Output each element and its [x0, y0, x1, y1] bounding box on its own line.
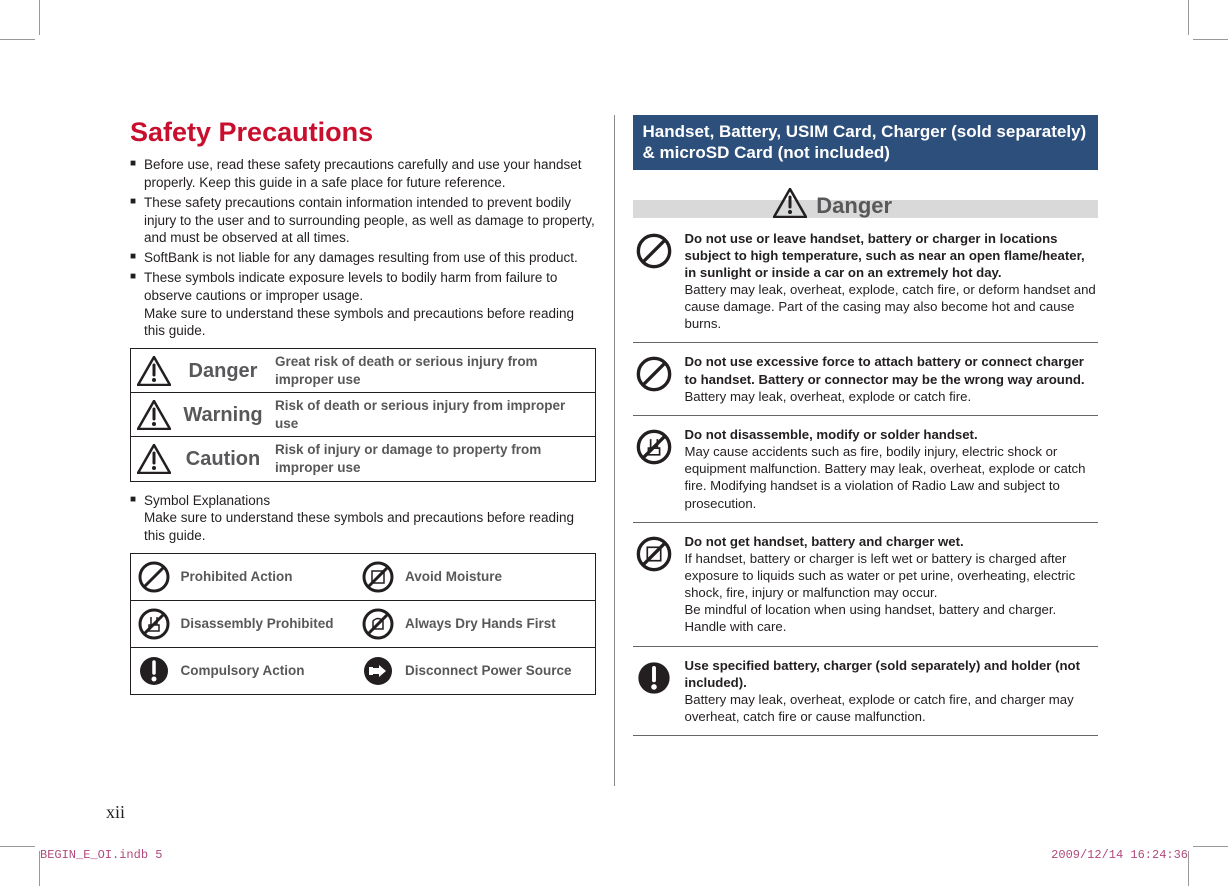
symbol-label: Compulsory Action	[177, 647, 355, 694]
danger-item-body: Battery may leak, overheat, explode or c…	[685, 389, 972, 404]
right-column: Handset, Battery, USIM Card, Charger (so…	[615, 115, 1099, 786]
danger-item-bold: Do not use or leave handset, battery or …	[685, 231, 1085, 280]
footer-timestamp: 2009/12/14 16:24:36	[1051, 848, 1188, 864]
danger-item: Do not use or leave handset, battery or …	[633, 230, 1099, 344]
severity-desc: Risk of injury or damage to property fro…	[269, 437, 595, 481]
warning-triangle-icon	[131, 437, 178, 481]
section-heading: Handset, Battery, USIM Card, Charger (so…	[633, 115, 1099, 170]
footer-filename: BEGIN_E_OI.indb 5	[40, 848, 162, 864]
avoid-moisture-icon	[633, 533, 675, 636]
danger-item: Do not get handset, battery and charger …	[633, 533, 1099, 647]
disassembly-prohibited-icon	[633, 426, 675, 512]
bullet-item: These symbols indicate exposure levels t…	[130, 269, 596, 340]
page-number: xii	[106, 801, 125, 824]
danger-item-body: Battery may leak, overheat, explode, cat…	[685, 282, 1096, 331]
warning-triangle-icon	[131, 349, 178, 393]
dry-hands-icon	[355, 600, 401, 647]
danger-item-bold: Do not get handset, battery and charger …	[685, 534, 964, 549]
severity-label: Warning	[177, 393, 269, 437]
severity-desc: Risk of death or serious injury from imp…	[269, 393, 595, 437]
page-title: Safety Precautions	[130, 115, 596, 150]
warning-triangle-icon	[131, 393, 178, 437]
symbol-label: Disconnect Power Source	[401, 647, 595, 694]
bullet-item: Symbol Explanations Make sure to underst…	[130, 492, 596, 545]
danger-heading-bar: Danger	[633, 188, 1099, 218]
symbol-label: Prohibited Action	[177, 553, 355, 600]
prohibited-icon	[131, 553, 177, 600]
symbol-label: Avoid Moisture	[401, 553, 595, 600]
intro-bullets: Before use, read these safety precaution…	[130, 156, 596, 340]
prohibited-icon	[633, 230, 675, 333]
danger-item-body: If handset, battery or charger is left w…	[685, 551, 1076, 635]
page-content: Safety Precautions Before use, read thes…	[130, 115, 1098, 786]
disassembly-prohibited-icon	[131, 600, 177, 647]
compulsory-icon	[131, 647, 177, 694]
bullet-item: SoftBank is not liable for any damages r…	[130, 249, 596, 267]
symbol-intro: Symbol Explanations Make sure to underst…	[130, 492, 596, 545]
severity-desc: Great risk of death or serious injury fr…	[269, 349, 595, 393]
severity-label: Caution	[177, 437, 269, 481]
bullet-item: Before use, read these safety precaution…	[130, 156, 596, 192]
danger-item-body: May cause accidents such as fire, bodily…	[685, 444, 1086, 510]
severity-table: Danger Great risk of death or serious in…	[130, 348, 596, 481]
danger-item-body: Battery may leak, overheat, explode or c…	[685, 692, 1074, 724]
warning-triangle-icon	[773, 188, 807, 218]
danger-item: Do not use excessive force to attach bat…	[633, 353, 1099, 415]
danger-heading-label: Danger	[816, 192, 892, 221]
danger-item: Use specified battery, charger (sold sep…	[633, 657, 1099, 737]
left-column: Safety Precautions Before use, read thes…	[130, 115, 615, 786]
severity-label: Danger	[177, 349, 269, 393]
symbol-header: Symbol Explanations	[144, 493, 270, 508]
symbol-sub: Make sure to understand these symbols an…	[144, 510, 574, 543]
danger-item-bold: Do not disassemble, modify or solder han…	[685, 427, 978, 442]
symbol-label: Disassembly Prohibited	[177, 600, 355, 647]
danger-item: Do not disassemble, modify or solder han…	[633, 426, 1099, 523]
avoid-moisture-icon	[355, 553, 401, 600]
prohibited-icon	[633, 353, 675, 404]
symbol-label: Always Dry Hands First	[401, 600, 595, 647]
unplug-icon	[355, 647, 401, 694]
danger-item-bold: Do not use excessive force to attach bat…	[685, 354, 1085, 386]
compulsory-icon	[633, 657, 675, 726]
danger-item-bold: Use specified battery, charger (sold sep…	[685, 658, 1080, 690]
bullet-item: These safety precautions contain informa…	[130, 194, 596, 247]
symbol-table: Prohibited Action Avoid Moisture Disasse…	[130, 553, 596, 695]
